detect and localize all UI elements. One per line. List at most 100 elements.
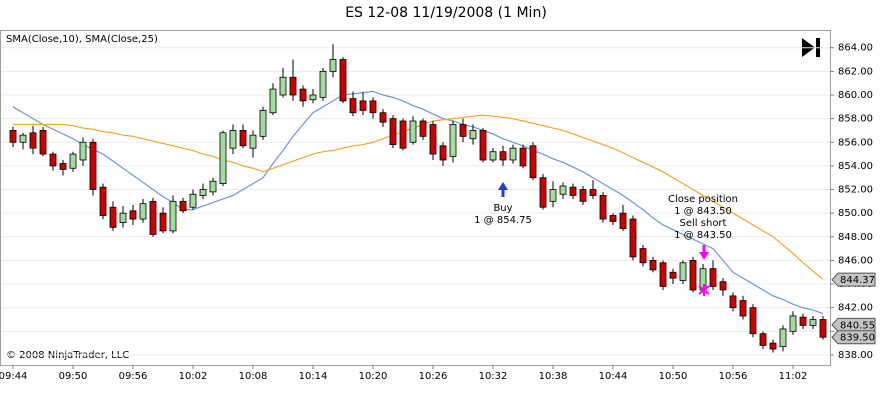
y-tick-label: 850.00	[838, 208, 873, 219]
candle-body	[59, 163, 67, 170]
candle-body	[189, 193, 197, 208]
candle-body	[99, 186, 107, 216]
candle-body	[759, 333, 767, 346]
x-tick-label: 10:56	[719, 371, 748, 382]
sma-line	[13, 114, 824, 280]
x-tick-label: 10:32	[479, 371, 508, 382]
candle-body	[579, 189, 587, 202]
buy-arrow	[498, 182, 508, 197]
candle-body	[519, 147, 527, 167]
candle-body	[89, 141, 97, 190]
candle-body	[219, 132, 227, 185]
candle-body	[809, 319, 817, 326]
candle-body	[419, 120, 427, 137]
candle-body	[209, 180, 217, 193]
annotation: 1 @ 843.50	[674, 206, 732, 217]
candle-body	[679, 262, 687, 281]
candle-body	[259, 109, 267, 137]
candle-body	[539, 177, 547, 208]
candle-body	[769, 342, 777, 350]
candle-body	[639, 248, 647, 264]
x-tick-label: 09:44	[0, 371, 27, 382]
candle-body	[479, 130, 487, 161]
candle-body	[569, 186, 577, 196]
candle-body	[719, 281, 727, 291]
candle-body	[729, 295, 737, 309]
y-tick-label: 846.00	[838, 255, 873, 266]
price-marker-label: 839.50	[840, 333, 875, 344]
annotation: Close position	[668, 194, 738, 205]
candle-body	[649, 260, 657, 271]
sell-arrow	[699, 245, 709, 260]
candle-body	[619, 212, 627, 229]
price-marker	[831, 317, 876, 332]
y-tick-label: 864.00	[838, 43, 873, 54]
candle-body	[739, 300, 747, 317]
candle-body	[9, 130, 17, 143]
y-tick-label: 860.00	[838, 90, 873, 101]
candle-body	[709, 268, 717, 287]
candle-body	[429, 124, 437, 155]
annotation: 1 @ 854.75	[474, 215, 532, 226]
candle-body	[69, 153, 77, 169]
price-marker	[831, 272, 876, 287]
candle-body	[359, 100, 367, 111]
candle-body	[269, 88, 277, 114]
x-tick-label: 10:44	[599, 371, 628, 382]
candle-body	[509, 147, 517, 161]
chart-title: ES 12-08 11/19/2008 (1 Min)	[345, 5, 547, 21]
price-marker	[831, 330, 876, 345]
exit-marker	[698, 284, 710, 296]
candle-body	[469, 130, 477, 140]
candle-body	[79, 141, 87, 161]
candle-body	[349, 98, 357, 114]
x-tick-label: 09:50	[59, 371, 88, 382]
candle-body	[409, 120, 417, 143]
y-tick-label: 848.00	[838, 232, 873, 243]
candle-body	[609, 215, 617, 222]
candle-body	[299, 88, 307, 102]
candle-body	[339, 59, 347, 102]
candle-body	[779, 328, 787, 348]
candle-body	[289, 76, 297, 96]
y-tick-label: 852.00	[838, 185, 873, 196]
x-tick-label: 10:08	[239, 371, 268, 382]
indicator-label: SMA(Close,10), SMA(Close,25)	[6, 34, 158, 45]
y-tick-label: 842.00	[838, 303, 873, 314]
candle-body	[279, 76, 287, 96]
x-tick-label: 09:56	[119, 371, 148, 382]
candle-body	[129, 210, 137, 220]
candle-body	[549, 189, 557, 202]
candle-body	[389, 118, 397, 146]
copyright: © 2008 NinjaTrader, LLC	[6, 350, 129, 361]
candle-body	[119, 212, 127, 224]
candle-body	[239, 130, 247, 147]
candle-body	[159, 212, 167, 232]
candle-body	[29, 132, 37, 149]
candle-body	[169, 200, 177, 232]
candle-body	[799, 316, 807, 326]
y-tick-label: 856.00	[838, 137, 873, 148]
candle-body	[179, 200, 187, 212]
y-tick-label: 854.00	[838, 161, 873, 172]
candle-body	[39, 130, 47, 155]
annotation: Buy	[493, 203, 512, 214]
candle-body	[789, 315, 797, 332]
candle-body	[749, 307, 757, 335]
candle-body	[379, 112, 387, 123]
candle-body	[599, 195, 607, 220]
candle-body	[489, 151, 497, 161]
price-marker-label: 844.37	[840, 275, 875, 286]
candle-body	[559, 185, 567, 195]
annotation: 1 @ 843.50	[674, 230, 732, 241]
candle-body	[49, 153, 57, 167]
candle-body	[249, 134, 257, 149]
y-tick-label: 838.00	[838, 350, 873, 361]
sma-line	[12, 90, 824, 315]
candle-body	[459, 124, 467, 137]
candle-body	[329, 59, 337, 72]
candle-body	[499, 151, 507, 161]
candle-body	[109, 206, 117, 228]
candle-body	[19, 134, 27, 143]
candle-body	[369, 100, 377, 114]
